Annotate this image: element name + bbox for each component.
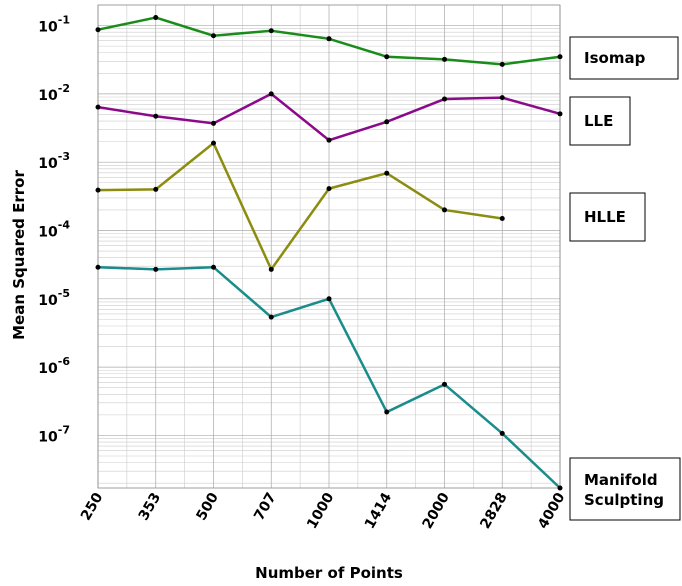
data-point xyxy=(268,266,274,272)
y-tick-base: 10 xyxy=(38,361,58,377)
y-axis-title: Mean Squared Error xyxy=(10,170,28,340)
data-point xyxy=(268,28,274,34)
x-tick-label: 2000 xyxy=(420,490,453,532)
x-tick-label: 4000 xyxy=(535,490,568,532)
data-point xyxy=(442,56,447,62)
data-point xyxy=(211,140,216,146)
y-tick-base: 10 xyxy=(38,88,58,104)
data-point xyxy=(499,430,505,436)
data-point xyxy=(153,113,159,119)
data-point xyxy=(326,186,332,192)
y-tick-label: 10-5 xyxy=(38,287,70,309)
y-tick-label: 10-2 xyxy=(38,82,70,104)
data-point xyxy=(557,54,563,60)
data-point xyxy=(499,95,505,101)
legend-label: Manifold Sculpting xyxy=(584,471,664,509)
data-point xyxy=(326,296,332,302)
data-point xyxy=(211,120,216,126)
y-tick-exponent: -6 xyxy=(58,355,71,368)
y-tick-label: 10-4 xyxy=(38,218,70,240)
legend-box xyxy=(569,457,681,521)
y-tick-exponent: -1 xyxy=(58,14,70,27)
data-point xyxy=(153,15,159,21)
data-point xyxy=(442,207,447,213)
legend-box xyxy=(569,36,679,80)
y-tick-exponent: -3 xyxy=(58,150,70,163)
legend-label: Isomap xyxy=(584,49,646,67)
data-point xyxy=(384,409,390,415)
legend-line: Manifold xyxy=(584,471,658,489)
plot-frame xyxy=(97,4,561,489)
data-point xyxy=(442,381,447,387)
data-point xyxy=(153,186,159,192)
data-point xyxy=(442,96,447,102)
data-point xyxy=(95,264,101,270)
y-tick-exponent: -5 xyxy=(58,287,70,300)
y-tick-label: 10-3 xyxy=(38,150,70,172)
data-point xyxy=(95,187,101,193)
x-tick-label: 353 xyxy=(136,490,164,523)
y-tick-base: 10 xyxy=(38,429,58,445)
data-point xyxy=(384,54,390,60)
y-tick-exponent: -7 xyxy=(58,423,70,436)
data-point xyxy=(384,170,390,176)
legend-box xyxy=(569,192,646,242)
y-tick-exponent: -4 xyxy=(58,218,71,231)
data-point xyxy=(326,137,332,143)
y-tick-label: 10-7 xyxy=(38,423,70,445)
data-point xyxy=(153,266,159,272)
x-tick-label: 1414 xyxy=(362,490,395,532)
data-point xyxy=(557,111,563,117)
data-point xyxy=(268,91,274,97)
x-tick-label: 707 xyxy=(251,490,279,523)
data-point xyxy=(95,27,101,33)
data-point xyxy=(326,36,332,42)
data-point xyxy=(95,104,101,110)
data-point xyxy=(557,485,563,491)
y-tick-base: 10 xyxy=(38,293,58,309)
x-tick-label: 500 xyxy=(193,490,222,524)
x-tick-label: 2828 xyxy=(477,490,510,532)
series-line xyxy=(97,141,503,272)
legend-box xyxy=(569,96,631,146)
data-point xyxy=(211,33,216,39)
data-point xyxy=(268,314,274,320)
data-point xyxy=(384,119,390,125)
y-tick-label: 10-6 xyxy=(38,355,70,377)
legend-label: HLLE xyxy=(584,208,626,226)
legend-line: Sculpting xyxy=(584,491,664,509)
y-tick-base: 10 xyxy=(38,224,58,240)
y-tick-base: 10 xyxy=(38,20,58,36)
y-tick-label: 10-1 xyxy=(38,14,70,36)
data-point xyxy=(499,215,505,221)
x-tick-label: 1000 xyxy=(304,490,337,532)
data-point xyxy=(211,264,216,270)
y-tick-exponent: -2 xyxy=(58,82,70,95)
y-tick-base: 10 xyxy=(38,156,58,172)
legend-label: LLE xyxy=(584,112,613,130)
x-axis-title: Number of Points xyxy=(255,564,403,582)
x-tick-label: 250 xyxy=(78,490,107,524)
data-point xyxy=(499,61,505,67)
